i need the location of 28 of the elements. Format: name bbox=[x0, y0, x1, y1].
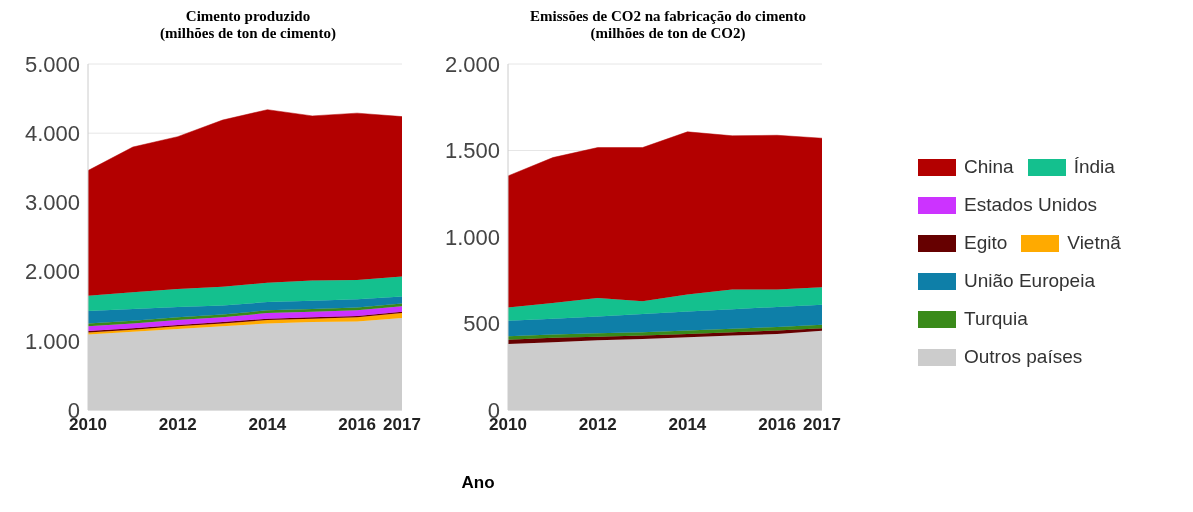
x-tick-label: 2014 bbox=[668, 415, 707, 435]
y-tick-label: 4.000 bbox=[24, 120, 80, 146]
x-tick-label: 2016 bbox=[758, 415, 797, 435]
legend-label: China bbox=[964, 156, 1014, 178]
y-tick-label: 2.000 bbox=[24, 259, 80, 285]
y-tick-label: 500 bbox=[463, 311, 500, 337]
y-tick-label: 5.000 bbox=[24, 51, 80, 77]
y-tick-label: 1.000 bbox=[24, 328, 80, 354]
legend-label: Estados Unidos bbox=[964, 194, 1098, 216]
chart-title: Emissões de CO2 na fabricação do cimento (milhões de ton de CO2) bbox=[530, 8, 806, 41]
legend-label: Egito bbox=[964, 232, 1008, 254]
y-tick-label: 3.000 bbox=[24, 190, 80, 216]
legend-label: Vietnã bbox=[1067, 232, 1121, 254]
legend-label: Outros países bbox=[964, 346, 1083, 368]
chart-title: Cimento produzido (milhões de ton de cimento) bbox=[160, 8, 336, 41]
legend-label: Índia bbox=[1073, 156, 1115, 178]
x-axis-title: Ano bbox=[460, 473, 496, 493]
x-tick-label: 2012 bbox=[578, 415, 617, 435]
x-tick-label: 2017 bbox=[803, 415, 841, 435]
y-tick-label: 1.000 bbox=[444, 224, 500, 250]
x-tick-label: 2012 bbox=[158, 415, 197, 435]
legend-label: União Europeia bbox=[964, 270, 1095, 292]
x-tick-label: 2014 bbox=[248, 415, 287, 435]
y-tick-label: 2.000 bbox=[444, 51, 500, 77]
x-tick-label: 2016 bbox=[338, 415, 377, 435]
x-tick-label: 2017 bbox=[383, 415, 421, 435]
legend-label: Turquia bbox=[964, 308, 1028, 330]
y-tick-label: 1.500 bbox=[444, 138, 500, 164]
